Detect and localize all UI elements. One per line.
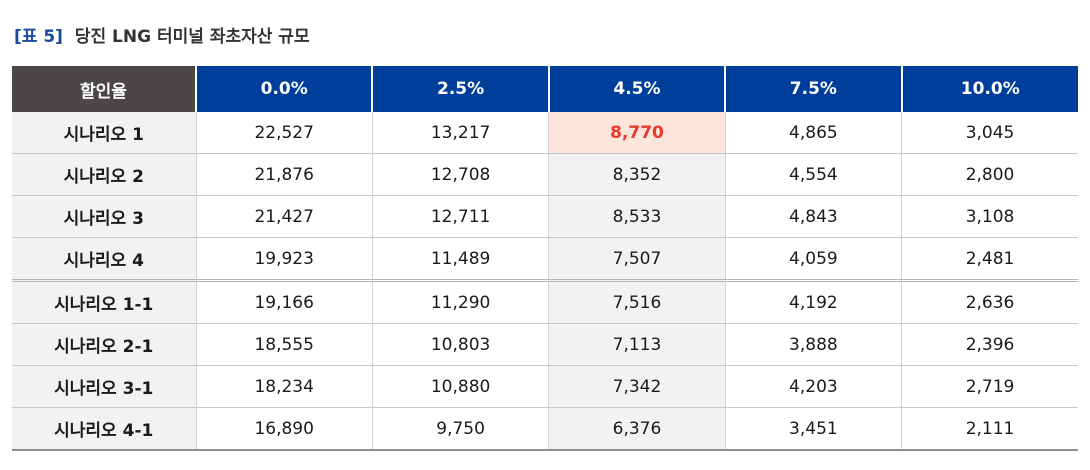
- table-row: 시나리오 3 21,427 12,711 8,533 4,843 3,108: [12, 195, 1078, 238]
- row-label: 시나리오 2-1: [12, 323, 196, 366]
- table-cell: 21,876: [195, 153, 373, 196]
- table-cell: 19,166: [195, 279, 373, 324]
- table-cell: 4,192: [724, 279, 902, 324]
- table-cell: 11,489: [371, 237, 549, 281]
- table-cell: 10,880: [371, 365, 549, 408]
- table-cell: 21,427: [195, 195, 373, 238]
- table-row: 시나리오 1 22,527 13,217 8,770 4,865 3,045: [12, 112, 1078, 154]
- table-caption: [표 5] 당진 LNG 터미널 좌초자산 규모: [14, 22, 310, 47]
- row-label: 시나리오 3-1: [12, 365, 196, 408]
- row-label: 시나리오 1: [12, 112, 196, 154]
- table-cell: 11,290: [371, 279, 549, 324]
- column-header: 0.0%: [194, 66, 373, 112]
- table-cell: 9,750: [371, 407, 549, 451]
- table-cell: 3,108: [901, 195, 1078, 238]
- table-row: 시나리오 2-1 18,555 10,803 7,113 3,888 2,396: [12, 323, 1078, 366]
- row-label: 시나리오 2: [12, 153, 196, 196]
- row-label: 시나리오 3: [12, 195, 196, 238]
- table-cell: 10,803: [371, 323, 549, 366]
- table-cell: 2,396: [901, 323, 1078, 366]
- row-label: 시나리오 4-1: [12, 407, 196, 451]
- table-cell: 2,636: [901, 279, 1078, 324]
- table-cell: 2,481: [901, 237, 1078, 281]
- table-cell: 8,352: [548, 153, 726, 196]
- table-row: 시나리오 2 21,876 12,708 8,352 4,554 2,800: [12, 153, 1078, 196]
- table-cell: 18,555: [195, 323, 373, 366]
- table-cell: 4,059: [724, 237, 902, 281]
- stranded-assets-table: 할인율 0.0% 2.5% 4.5% 7.5% 10.0% 시나리오 1 22,…: [12, 66, 1078, 451]
- table-row: 시나리오 3-1 18,234 10,880 7,342 4,203 2,719: [12, 365, 1078, 408]
- table-row: 시나리오 4 19,923 11,489 7,507 4,059 2,481: [12, 237, 1078, 281]
- corner-header: 할인율: [12, 66, 196, 112]
- column-header: 4.5%: [547, 66, 726, 112]
- table-cell: 12,708: [371, 153, 549, 196]
- table-cell: 2,800: [901, 153, 1078, 196]
- table-cell: 4,865: [724, 112, 902, 154]
- table-cell: 7,113: [548, 323, 726, 366]
- header-row: 할인율 0.0% 2.5% 4.5% 7.5% 10.0%: [12, 66, 1078, 112]
- column-header: 7.5%: [724, 66, 902, 112]
- table-cell: 4,843: [724, 195, 902, 238]
- table-row: 시나리오 4-1 16,890 9,750 6,376 3,451 2,111: [12, 407, 1078, 451]
- table-cell: 3,888: [724, 323, 902, 366]
- highlighted-cell: 8,770: [548, 112, 726, 154]
- row-label: 시나리오 1-1: [12, 279, 196, 324]
- table-cell: 8,533: [548, 195, 726, 238]
- table-cell: 6,376: [548, 407, 726, 451]
- table-number: [표 5]: [14, 27, 63, 47]
- table-cell: 16,890: [195, 407, 373, 451]
- table-cell: 2,719: [901, 365, 1078, 408]
- table-row: 시나리오 1-1 19,166 11,290 7,516 4,192 2,636: [12, 279, 1078, 324]
- column-header: 10.0%: [900, 66, 1078, 112]
- row-label: 시나리오 4: [12, 237, 196, 281]
- column-header: 2.5%: [371, 66, 549, 112]
- table-cell: 19,923: [195, 237, 373, 281]
- table-cell: 3,451: [724, 407, 902, 451]
- table-cell: 7,507: [548, 237, 726, 281]
- table-cell: 3,045: [901, 112, 1078, 154]
- table-cell: 12,711: [371, 195, 549, 238]
- table-cell: 18,234: [195, 365, 373, 408]
- table-title: 당진 LNG 터미널 좌초자산 규모: [74, 27, 310, 47]
- table-cell: 7,342: [548, 365, 726, 408]
- table-cell: 7,516: [548, 279, 726, 324]
- table-cell: 2,111: [901, 407, 1078, 451]
- table-cell: 13,217: [371, 112, 549, 154]
- table-cell: 4,554: [724, 153, 902, 196]
- table-cell: 4,203: [724, 365, 902, 408]
- table-cell: 22,527: [195, 112, 373, 154]
